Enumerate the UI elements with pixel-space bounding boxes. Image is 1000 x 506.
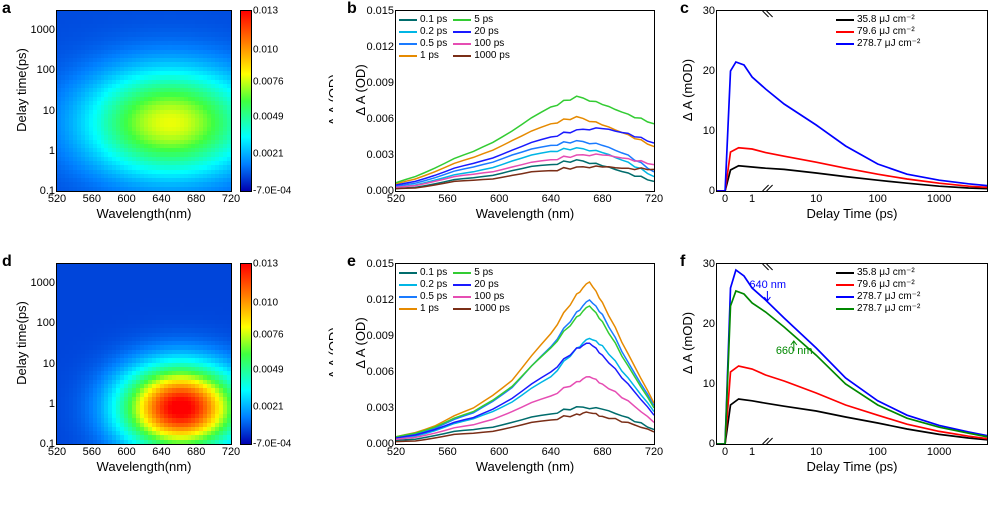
xlabel-c: Delay Time (ps) [716, 206, 988, 221]
label-e: e [347, 253, 356, 271]
panel-d: d 5205606006406807200.11101001000 0.0130… [0, 253, 333, 506]
heatmap-a: 5205606006406807200.11101001000 [56, 10, 232, 192]
svg-text:640 nm: 640 nm [749, 279, 786, 291]
ylabel-a: Delay time(ps) [14, 30, 29, 150]
ylabel-f: Δ A (mOD) [680, 293, 695, 393]
xlabel-b: Wavelength (nm) [395, 206, 655, 221]
colorbar-a: 0.0130.0100.00760.00490.0021-7.0E-04 [240, 10, 252, 192]
ylabel-c: Δ A (mOD) [680, 40, 695, 140]
legend-b: 0.1 ps0.2 ps0.5 ps1 ps5 ps20 ps100 ps100… [399, 14, 516, 62]
colorbar-d: 0.0130.0100.00760.00490.0021-7.0E-04 [240, 263, 252, 445]
xlabel-a: Wavelength(nm) [56, 206, 232, 221]
xlabel-e: Wavelength (nm) [395, 459, 655, 474]
panel-a: a 5205606006406807200.11101001000 0.0130… [0, 0, 333, 253]
panel-f: f 640 nm660 nm 010203001101001000 Delay … [666, 253, 1000, 506]
heatmap-d: 5205606006406807200.11101001000 [56, 263, 232, 445]
label-b: b [347, 0, 357, 18]
label-d: d [2, 253, 12, 271]
panel-c: c 010203001101001000 Delay Time (ps) Δ A… [666, 0, 1000, 253]
label-c: c [680, 0, 689, 18]
legend-e: 0.1 ps0.2 ps0.5 ps1 ps5 ps20 ps100 ps100… [399, 267, 516, 315]
xlabel-d: Wavelength(nm) [56, 459, 232, 474]
label-f: f [680, 253, 685, 271]
panel-e: e 5205606006406807200.0000.0030.0060.009… [333, 253, 666, 506]
label-a: a [2, 0, 11, 18]
ylabel-b: Δ A (OD) [353, 45, 368, 135]
legend-c: 35.8 μJ cm⁻²79.6 μJ cm⁻²278.7 μJ cm⁻² [836, 14, 920, 50]
ylabel-e: Δ A (OD) [353, 298, 368, 388]
legend-f: 35.8 μJ cm⁻²79.6 μJ cm⁻²278.7 μJ cm⁻²278… [836, 267, 920, 315]
panel-b: b 5205606006406807200.0000.0030.0060.009… [333, 0, 666, 253]
xlabel-f: Delay Time (ps) [716, 459, 988, 474]
ylabel-d: Delay time(ps) [14, 283, 29, 403]
figure-grid: a 5205606006406807200.11101001000 0.0130… [0, 0, 1000, 506]
